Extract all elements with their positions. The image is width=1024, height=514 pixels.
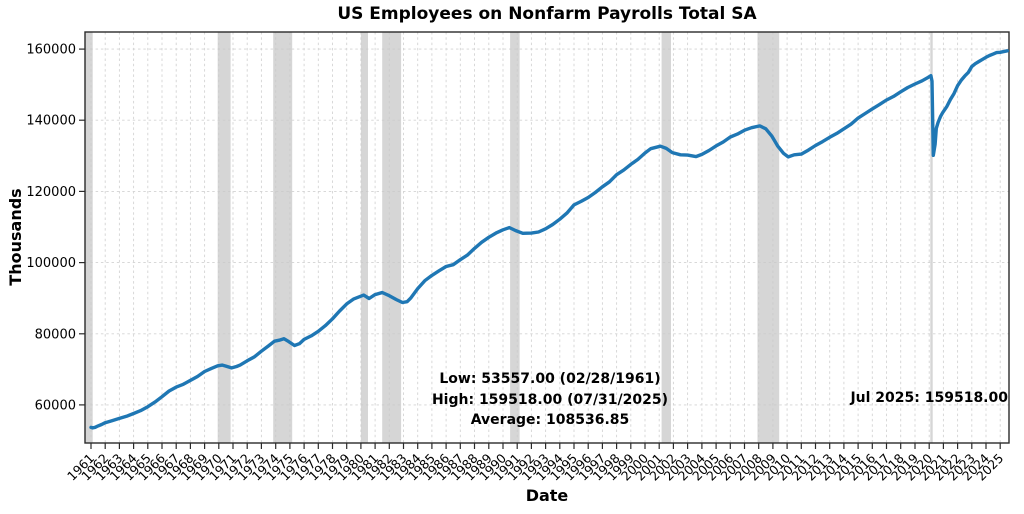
stat-high-label: High: 159518.00 (07/31/2025) (431, 391, 669, 408)
payrolls-series-line (89, 49, 1009, 430)
recession-band (85, 32, 93, 443)
recession-band (382, 32, 402, 443)
recession-band (273, 32, 293, 443)
y-tick-label: 60000 (35, 398, 76, 413)
stats-annotation: Low: 53557.00 (02/28/1961) High: 159518.… (400, 369, 700, 431)
stat-average-label: Average: 108536.85 (470, 412, 630, 428)
recession-band (360, 32, 368, 443)
tick-marks (79, 48, 1001, 449)
recession-band (217, 32, 231, 443)
y-tick-label: 80000 (35, 327, 76, 342)
y-axis-label: Thousands (6, 188, 25, 286)
recession-band (757, 32, 780, 443)
x-axis-label: Date (525, 486, 569, 505)
axis-spines (84, 31, 1010, 444)
recession-band (661, 32, 671, 443)
x-tick-labels: 1961196219631964196519661967196819691970… (64, 450, 1006, 483)
y-tick-label: 120000 (26, 185, 76, 200)
stat-low-label: Low: 53557.00 (02/28/1961) (439, 371, 661, 387)
y-tick-label: 100000 (26, 256, 76, 271)
y-tick-labels: 60000 80000 100000 120000 140000 160000 (26, 43, 76, 414)
chart-title: US Employees on Nonfarm Payrolls Total S… (337, 4, 757, 24)
recession-band (510, 32, 520, 443)
latest-value-annotation: Jul 2025: 159518.00 (850, 390, 1008, 406)
y-tick-label: 160000 (26, 43, 76, 58)
y-tick-label: 140000 (26, 114, 76, 129)
recession-band (930, 32, 933, 443)
